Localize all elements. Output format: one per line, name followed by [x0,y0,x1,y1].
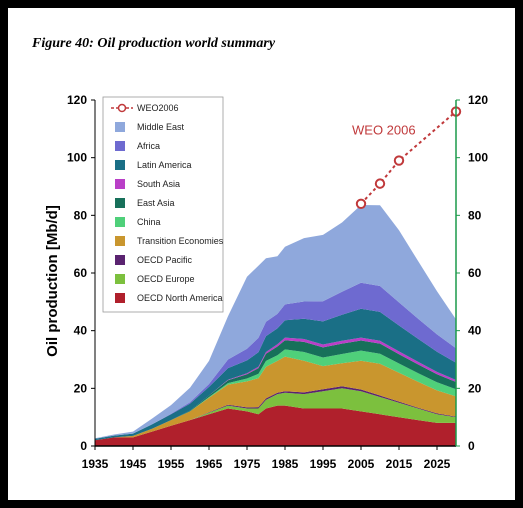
y-tick-label-left: 0 [80,439,87,453]
legend-label: China [137,217,161,227]
legend-label: Latin America [137,160,192,170]
x-tick-label: 1945 [120,457,147,471]
weo-point [395,156,403,164]
legend-label: Transition Economies [137,236,224,246]
x-tick-label: 1955 [158,457,185,471]
legend-label: OECD Pacific [137,255,193,265]
legend-label: Africa [137,141,160,151]
legend-label: OECD Europe [137,274,195,284]
legend-swatch [115,274,125,284]
y-tick-label-right: 60 [468,266,482,280]
legend-swatch [115,236,125,246]
legend-swatch [115,122,125,132]
legend-label: WEO2006 [137,103,179,113]
y-axis-label: Oil production [Mb/d] [44,205,61,357]
legend-swatch [115,217,125,227]
y-tick-label-right: 100 [468,151,488,165]
x-tick-label: 1995 [310,457,337,471]
y-tick-label-right: 40 [468,324,482,338]
x-tick-label: 1935 [82,457,109,471]
y-tick-label-left: 100 [67,151,87,165]
legend-label: South Asia [137,179,180,189]
x-tick-label: 2015 [386,457,413,471]
x-tick-label: 2025 [424,457,451,471]
y-tick-label-right: 0 [468,439,475,453]
weo-annotation: WEO 2006 [352,123,416,138]
x-tick-label: 1965 [196,457,223,471]
legend-swatch [115,179,125,189]
legend-label: East Asia [137,198,175,208]
legend: WEO2006 Middle East Africa Latin America Sou… [103,97,224,312]
x-tick-label: 2005 [348,457,375,471]
y-tick-label-right: 120 [468,93,488,107]
legend-label: Middle East [137,122,185,132]
y-tick-label-left: 60 [74,266,88,280]
legend-swatch [115,293,125,303]
legend-swatch [115,141,125,151]
y-tick-label-right: 20 [468,381,482,395]
weo-projection: WEO 2006 [352,107,460,208]
x-tick-label: 1985 [272,457,299,471]
y-tick-label-left: 120 [67,93,87,107]
weo-point [357,200,365,208]
y-tick-label-left: 40 [74,324,88,338]
y-tick-label-left: 80 [74,208,88,222]
legend-label: OECD North America [137,293,223,303]
y-tick-label-right: 80 [468,208,482,222]
weo-point [376,179,384,187]
legend-marker-weo [119,105,126,112]
legend-swatch [115,198,125,208]
x-tick-label: 1975 [234,457,261,471]
y-tick-label-left: 20 [74,381,88,395]
legend-swatch [115,160,125,170]
legend-swatch [115,255,125,265]
